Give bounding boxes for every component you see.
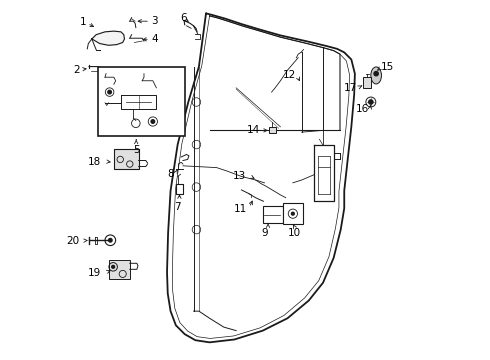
Polygon shape	[92, 31, 124, 45]
Text: 2: 2	[74, 65, 80, 75]
Text: 9: 9	[262, 228, 268, 238]
Text: 20: 20	[66, 236, 79, 246]
Bar	[109, 260, 130, 279]
Text: 4: 4	[151, 34, 158, 44]
Bar	[269, 127, 276, 133]
Text: 10: 10	[287, 228, 300, 238]
Text: 16: 16	[356, 104, 369, 114]
Text: 12: 12	[283, 71, 296, 80]
Ellipse shape	[371, 67, 381, 84]
Bar	[363, 77, 371, 88]
Bar	[98, 67, 185, 136]
Text: 19: 19	[88, 268, 101, 278]
Circle shape	[292, 212, 294, 215]
Text: 7: 7	[174, 202, 181, 212]
Text: 8: 8	[167, 168, 173, 179]
Bar	[264, 206, 283, 223]
Text: 5: 5	[133, 145, 140, 154]
Text: 1: 1	[79, 17, 86, 27]
Text: 15: 15	[380, 62, 393, 72]
Circle shape	[112, 265, 115, 268]
Circle shape	[109, 238, 112, 242]
Text: 18: 18	[88, 157, 101, 167]
Circle shape	[368, 100, 373, 104]
Text: 3: 3	[151, 16, 158, 26]
Circle shape	[151, 120, 155, 123]
Text: 14: 14	[246, 125, 260, 135]
Text: 6: 6	[181, 13, 187, 23]
Circle shape	[108, 90, 111, 94]
Bar	[283, 203, 303, 224]
Text: 11: 11	[234, 204, 247, 214]
Bar	[114, 149, 139, 169]
Text: 13: 13	[232, 171, 245, 181]
Circle shape	[374, 72, 378, 76]
Text: 17: 17	[343, 83, 357, 93]
